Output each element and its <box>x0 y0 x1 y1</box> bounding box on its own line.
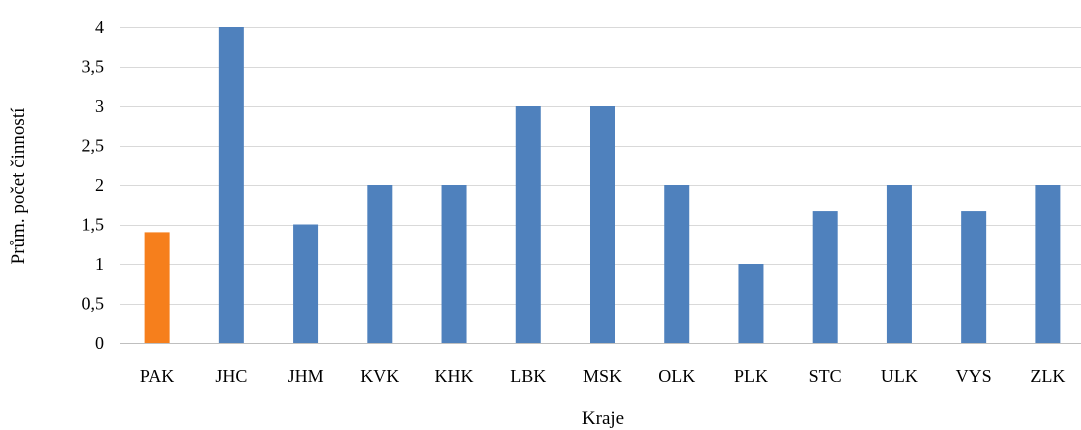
bar-ulk <box>886 185 912 343</box>
y-tick-label: 0,5 <box>82 294 105 314</box>
y-axis-title: Prům. počet činností <box>8 107 29 264</box>
y-tick-label: 2 <box>95 175 104 195</box>
x-tick-label: JHC <box>215 366 247 386</box>
x-tick-label: KVK <box>360 366 399 386</box>
bar-khk <box>441 185 467 343</box>
x-tick-label: OLK <box>658 366 695 386</box>
x-tick-label: PLK <box>734 366 768 386</box>
x-tick-label: PAK <box>140 366 174 386</box>
y-tick-label: 1,5 <box>82 215 105 235</box>
x-tick-label: ULK <box>881 366 918 386</box>
bar-lbk <box>515 106 541 343</box>
bar-kvk <box>367 185 393 343</box>
bar-stc <box>812 211 838 343</box>
bar-msk <box>590 106 615 343</box>
x-tick-label: MSK <box>583 366 622 386</box>
bar-zlk <box>1035 185 1061 343</box>
y-tick-label: 0 <box>95 333 104 353</box>
bars <box>144 27 1061 343</box>
x-tick-label: VYS <box>956 366 992 386</box>
x-tick-label: ZLK <box>1030 366 1065 386</box>
x-axis-ticks: PAK JHC JHM KVK KHK LBK MSK OLK PLK STC ULK VYS ZLK <box>140 366 1065 386</box>
x-tick-label: LBK <box>510 366 546 386</box>
bar-jhm <box>293 224 319 343</box>
bar-jhc <box>218 27 244 343</box>
bar-vys <box>961 211 987 343</box>
y-tick-label: 3 <box>95 96 104 116</box>
y-tick-label: 2,5 <box>82 136 105 156</box>
x-tick-label: KHK <box>435 366 474 386</box>
x-tick-label: STC <box>809 366 842 386</box>
bar-olk <box>664 185 690 343</box>
bar-pak <box>144 232 170 343</box>
y-tick-label: 1 <box>95 254 104 274</box>
x-axis-title: Kraje <box>582 408 624 429</box>
y-tick-label: 3,5 <box>82 57 105 77</box>
bar-plk <box>738 264 764 343</box>
y-axis-ticks: 0 0,5 1 1,5 2 2,5 3 3,5 4 <box>82 17 105 353</box>
y-tick-label: 4 <box>95 17 104 37</box>
x-tick-label: JHM <box>288 366 324 386</box>
